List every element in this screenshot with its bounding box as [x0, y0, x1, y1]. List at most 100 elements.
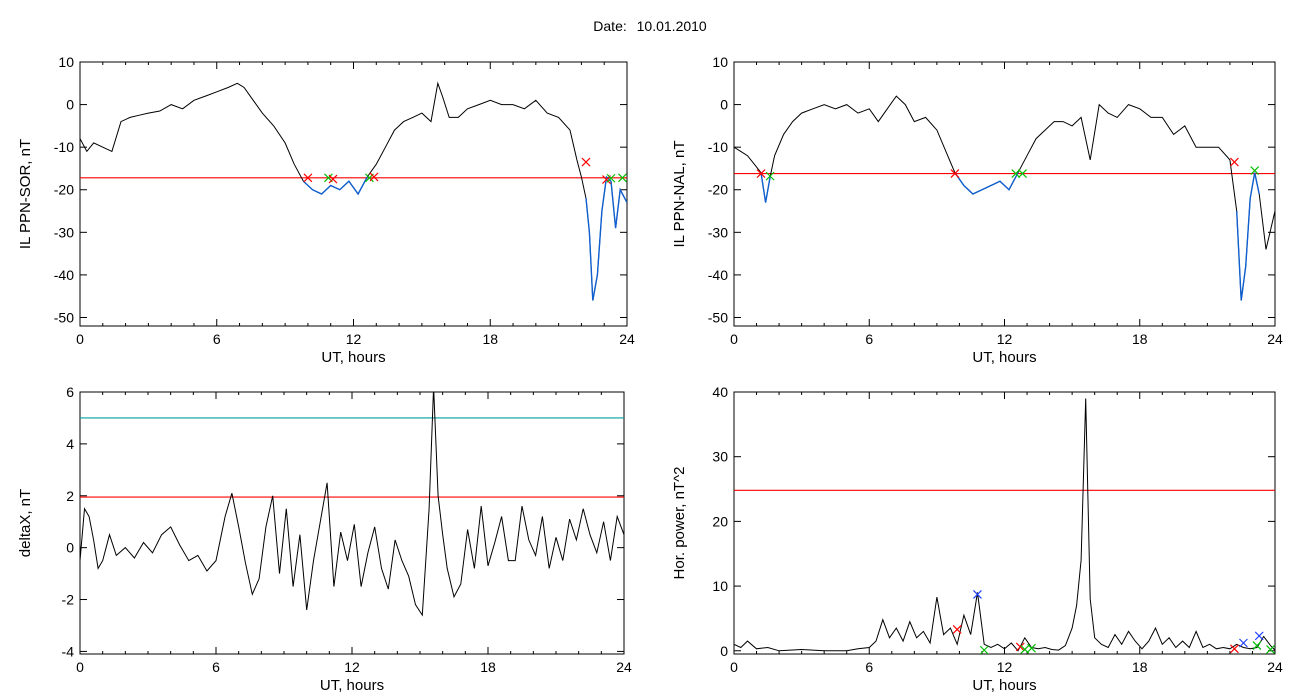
event-marker — [1015, 642, 1025, 652]
event-marker — [328, 174, 338, 184]
highlight-segment — [1236, 172, 1260, 301]
highlight-segment — [760, 172, 771, 203]
y-tick-label: 6 — [66, 384, 74, 400]
event-marker — [618, 173, 627, 183]
x-tick-label: 12 — [997, 331, 1013, 347]
axis-frame — [79, 391, 625, 655]
panel-hor-power: 0 6 12 18 24 40 30 20 10 0 UT, hours Hor. power, nT… — [671, 384, 1283, 694]
axis-frame — [733, 61, 1276, 327]
event-marker — [1011, 169, 1021, 178]
y-tick-label: -50 — [708, 309, 728, 325]
y-tick-label: 10 — [712, 578, 728, 594]
y-axis-label: IL PPN-SOR, nT — [17, 139, 34, 249]
highlight-segment — [585, 175, 627, 301]
y-tick-label: 40 — [712, 384, 728, 400]
event-marker — [1230, 157, 1239, 167]
event-marker — [1239, 638, 1248, 648]
x-tick-label: 12 — [997, 659, 1013, 675]
x-axis-label: UT, hours — [972, 349, 1036, 366]
event-marker — [1266, 645, 1275, 654]
x-tick-label: 6 — [865, 331, 873, 347]
y-tick-label: 30 — [712, 449, 728, 465]
event-marker — [1252, 641, 1262, 651]
data-line — [80, 392, 624, 617]
event-marker — [1254, 631, 1264, 641]
event-marker — [581, 157, 591, 167]
plot-area — [80, 392, 624, 617]
x-tick-label: 24 — [1267, 331, 1283, 347]
x-tick-label: 6 — [212, 659, 220, 675]
date-label: Date: — [593, 18, 627, 34]
x-tick-label: 6 — [865, 659, 873, 675]
y-tick-label: -50 — [54, 309, 74, 325]
event-marker — [1020, 645, 1030, 654]
y-tick-label: -20 — [708, 182, 728, 198]
highlight-segment — [954, 172, 1019, 195]
x-tick-label: 12 — [344, 659, 360, 675]
event-marker — [1250, 166, 1260, 176]
panel-il-ppn-sor: 0 6 12 18 24 10 0 -10 -20 -30 -40 -50 UT, hours IL PP… — [17, 54, 635, 366]
event-marker — [369, 172, 379, 182]
x-tick-label: 0 — [76, 331, 84, 347]
event-marker — [950, 169, 960, 178]
x-tick-label: 24 — [616, 659, 632, 675]
x-tick-label: 18 — [1132, 659, 1148, 675]
y-axis-label: IL PPN-NAL, nT — [671, 141, 688, 248]
y-tick-label: -40 — [708, 267, 728, 283]
y-tick-label: -2 — [62, 592, 75, 608]
x-axis-label: UT, hours — [320, 677, 384, 694]
x-tick-label: 0 — [76, 659, 84, 675]
x-axis-label: UT, hours — [972, 677, 1036, 694]
event-marker — [756, 169, 766, 178]
y-tick-label: 0 — [720, 97, 728, 113]
y-tick-label: 10 — [58, 54, 74, 70]
panel-deltax: 0 6 12 18 24 6 4 2 0 -2 -4 UT, hours deltaX, nT — [17, 384, 632, 694]
y-tick-label: 2 — [66, 488, 74, 504]
x-axis-label: UT, hours — [321, 349, 385, 366]
y-tick-label: 0 — [66, 97, 74, 113]
x-tick-label: 6 — [213, 331, 221, 347]
x-tick-label: 24 — [619, 331, 635, 347]
event-marker — [979, 645, 989, 654]
event-marker — [1018, 169, 1027, 178]
data-line — [734, 398, 1275, 652]
y-tick-label: 4 — [66, 436, 74, 452]
y-tick-label: -4 — [62, 643, 75, 659]
event-marker — [303, 173, 313, 183]
panel-il-ppn-nal: 0 6 12 18 24 10 0 -10 -20 -30 -40 -50 UT, hours IL PP… — [671, 54, 1283, 366]
axis-frame — [733, 391, 1276, 655]
event-marker — [973, 590, 982, 599]
event-marker — [765, 171, 775, 181]
event-marker — [606, 173, 616, 183]
event-marker — [952, 624, 962, 634]
y-tick-label: -30 — [708, 224, 728, 240]
x-tick-label: 0 — [730, 331, 738, 347]
y-axis-label: Hor. power, nT^2 — [671, 467, 688, 580]
x-tick-label: 18 — [1132, 331, 1148, 347]
highlight-segment — [302, 176, 368, 196]
y-tick-label: -10 — [708, 139, 728, 155]
plot-area — [734, 95, 1275, 301]
plot-area — [734, 398, 1275, 654]
y-tick-label: 20 — [712, 513, 728, 529]
x-tick-label: 18 — [482, 331, 498, 347]
y-tick-label: 0 — [720, 643, 728, 659]
event-marker — [1027, 643, 1036, 653]
x-tick-label: 18 — [480, 659, 496, 675]
x-tick-label: 24 — [1267, 659, 1283, 675]
y-tick-label: -10 — [54, 139, 74, 155]
data-line — [80, 81, 627, 301]
axis-frame — [79, 61, 628, 327]
plot-area — [80, 81, 627, 301]
x-tick-label: 12 — [346, 331, 362, 347]
data-line — [734, 95, 1275, 301]
date-value: 10.01.2010 — [636, 18, 707, 34]
event-marker — [1230, 644, 1239, 654]
y-tick-label: 10 — [712, 54, 728, 70]
y-tick-label: 0 — [66, 540, 74, 556]
y-tick-label: -30 — [54, 224, 74, 240]
x-tick-label: 0 — [730, 659, 738, 675]
y-tick-label: -20 — [54, 182, 74, 198]
y-axis-label: deltaX, nT — [17, 489, 34, 557]
